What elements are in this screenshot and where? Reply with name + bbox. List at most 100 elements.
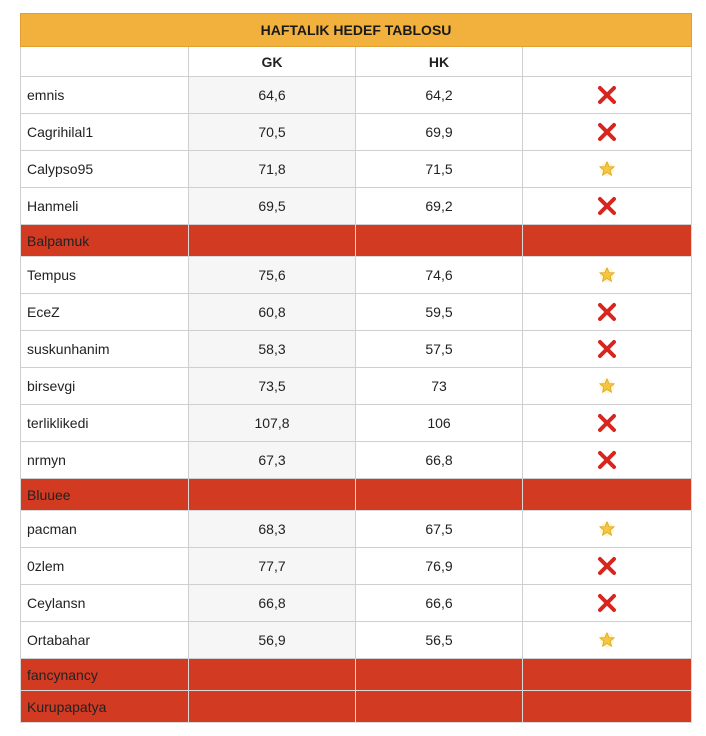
status-cell (522, 690, 692, 723)
table-row: nrmyn 67,3 66,8 (20, 441, 692, 479)
status-cell (522, 113, 692, 151)
member-name: emnis (20, 76, 189, 114)
table-row: Calypso95 71,8 71,5 (20, 150, 692, 188)
gk-value: 67,3 (188, 441, 356, 479)
cross-icon (598, 303, 616, 321)
table-row: Tempus 75,6 74,6 (20, 256, 692, 294)
gk-value: 60,8 (188, 293, 356, 331)
status-cell (522, 256, 692, 294)
weekly-goal-table: HAFTALIK HEDEF TABLOSU GK HK emnis 64,6 64… (20, 13, 692, 723)
gk-value: 69,5 (188, 187, 356, 225)
hk-value (355, 478, 523, 511)
hk-value (355, 224, 523, 257)
hk-value: 106 (355, 404, 523, 442)
gk-value: 56,9 (188, 621, 356, 659)
hk-value: 64,2 (355, 76, 523, 114)
status-cell (522, 76, 692, 114)
table-row: Cagrihilal1 70,5 69,9 (20, 113, 692, 151)
table-row: suskunhanim 58,3 57,5 (20, 330, 692, 368)
star-icon (598, 267, 616, 283)
gk-value: 64,6 (188, 76, 356, 114)
hk-value: 66,8 (355, 441, 523, 479)
member-name: Ortabahar (20, 621, 189, 659)
hk-value: 71,5 (355, 150, 523, 188)
table-row: EceZ 60,8 59,5 (20, 293, 692, 331)
gk-value: 71,8 (188, 150, 356, 188)
table-row: Hanmeli 69,5 69,2 (20, 187, 692, 225)
member-name: Cagrihilal1 (20, 113, 189, 151)
hk-value: 74,6 (355, 256, 523, 294)
hk-value: 69,2 (355, 187, 523, 225)
member-name: EceZ (20, 293, 189, 331)
status-cell (522, 584, 692, 622)
cross-icon (598, 340, 616, 358)
gk-value (188, 658, 356, 691)
member-name: nrmyn (20, 441, 189, 479)
missing-row: Bluuee (20, 478, 692, 511)
member-name: terliklikedi (20, 404, 189, 442)
header-hk: HK (355, 46, 523, 77)
status-cell (522, 547, 692, 585)
member-name: Calypso95 (20, 150, 189, 188)
cross-icon (598, 557, 616, 575)
status-cell (522, 510, 692, 548)
table-row: pacman 68,3 67,5 (20, 510, 692, 548)
hk-value: 56,5 (355, 621, 523, 659)
header-gk: GK (188, 46, 356, 77)
status-cell (522, 150, 692, 188)
hk-value: 69,9 (355, 113, 523, 151)
hk-value: 59,5 (355, 293, 523, 331)
gk-value: 58,3 (188, 330, 356, 368)
status-cell (522, 224, 692, 257)
member-name: Bluuee (20, 478, 189, 511)
table-row: Ortabahar 56,9 56,5 (20, 621, 692, 659)
cross-icon (598, 414, 616, 432)
cross-icon (598, 197, 616, 215)
hk-value: 76,9 (355, 547, 523, 585)
missing-row: fancynancy (20, 658, 692, 691)
star-icon (598, 521, 616, 537)
table-row: 0zlem 77,7 76,9 (20, 547, 692, 585)
gk-value (188, 224, 356, 257)
table-row: Ceylansn 66,8 66,6 (20, 584, 692, 622)
cross-icon (598, 86, 616, 104)
gk-value: 73,5 (188, 367, 356, 405)
member-name: 0zlem (20, 547, 189, 585)
gk-value (188, 478, 356, 511)
star-icon (598, 378, 616, 394)
status-cell (522, 187, 692, 225)
member-name: Tempus (20, 256, 189, 294)
title-row: HAFTALIK HEDEF TABLOSU (20, 13, 692, 47)
hk-value (355, 690, 523, 723)
member-name: Balpamuk (20, 224, 189, 257)
gk-value: 70,5 (188, 113, 356, 151)
table-row: birsevgi 73,5 73 (20, 367, 692, 405)
star-icon (598, 161, 616, 177)
member-name: Kurupapatya (20, 690, 189, 723)
cross-icon (598, 451, 616, 469)
cross-icon (598, 594, 616, 612)
member-name: pacman (20, 510, 189, 548)
missing-row: Balpamuk (20, 224, 692, 257)
hk-value (355, 658, 523, 691)
star-icon (598, 632, 616, 648)
gk-value: 68,3 (188, 510, 356, 548)
status-cell (522, 404, 692, 442)
member-name: fancynancy (20, 658, 189, 691)
table-row: emnis 64,6 64,2 (20, 76, 692, 114)
gk-value: 77,7 (188, 547, 356, 585)
hk-value: 73 (355, 367, 523, 405)
status-cell (522, 621, 692, 659)
hk-value: 67,5 (355, 510, 523, 548)
status-cell (522, 658, 692, 691)
header-row: GK HK (20, 46, 692, 77)
gk-value: 107,8 (188, 404, 356, 442)
member-name: Ceylansn (20, 584, 189, 622)
member-name: suskunhanim (20, 330, 189, 368)
hk-value: 57,5 (355, 330, 523, 368)
status-cell (522, 293, 692, 331)
gk-value: 66,8 (188, 584, 356, 622)
table-row: terliklikedi 107,8 106 (20, 404, 692, 442)
status-cell (522, 367, 692, 405)
gk-value (188, 690, 356, 723)
